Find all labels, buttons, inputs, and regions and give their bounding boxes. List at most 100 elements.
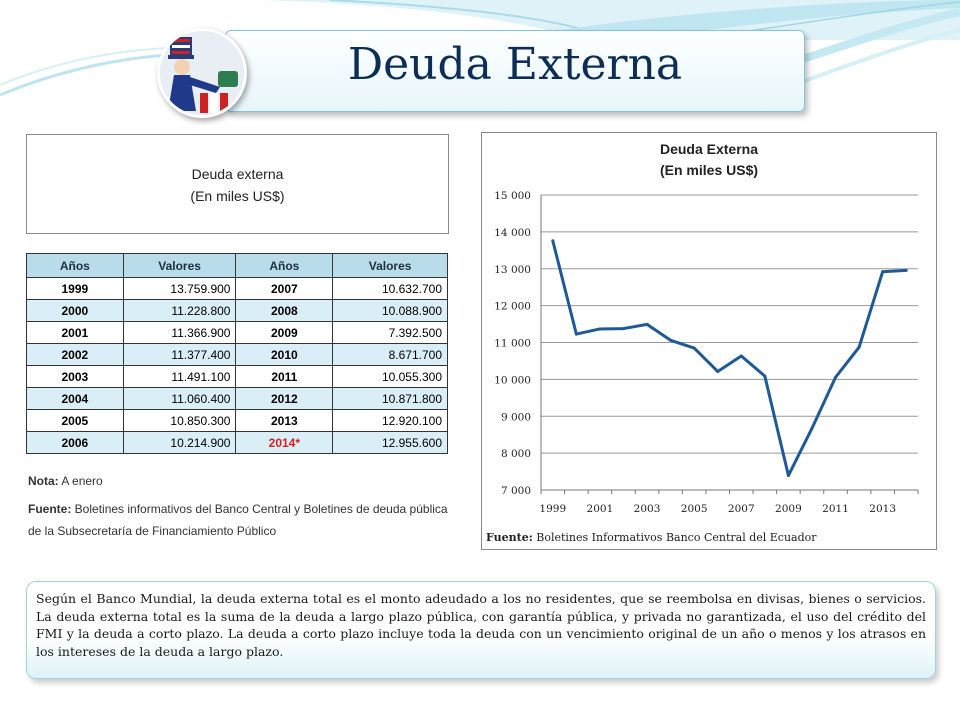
table-note: Nota: A enero (28, 474, 103, 488)
data-point (834, 375, 838, 379)
y-tick-label: 13 000 (494, 264, 531, 276)
value-cell: 10.055.300 (332, 365, 448, 388)
chart-source-label: Fuente: (486, 531, 533, 544)
table-row: 2002 11.377.400 2010 8.671.700 (26, 343, 448, 366)
y-tick-label: 7 000 (501, 485, 531, 497)
year-cell: 2003 (26, 365, 124, 388)
x-tick-label: 1999 (539, 503, 566, 515)
header-values-1: Valores (122, 253, 237, 278)
value-cell: 13.759.900 (122, 277, 237, 300)
data-point (716, 369, 720, 373)
value-cell: 10.088.900 (332, 299, 448, 322)
data-point (551, 239, 555, 243)
y-tick-label: 8 000 (501, 448, 531, 460)
header-years-2: Años (235, 253, 334, 278)
table-row: 1999 13.759.900 2007 10.632.700 (26, 277, 448, 300)
value-cell: 8.671.700 (332, 343, 448, 366)
chart-source: Fuente: Boletines Informativos Banco Cen… (486, 531, 817, 544)
year-cell: 2007 (235, 277, 334, 300)
y-tick-label: 12 000 (494, 301, 531, 313)
source-label: Fuente: (28, 502, 72, 516)
table-title: Deuda externa (191, 166, 284, 182)
header-values-2: Valores (332, 253, 448, 278)
note-label: Nota: (28, 474, 59, 488)
data-point (739, 354, 743, 358)
x-tick-label: 2005 (681, 503, 708, 515)
y-tick-label: 15 000 (494, 190, 531, 202)
year-cell-provisional: 2014* (235, 431, 334, 454)
value-cell: 11.377.400 (122, 343, 237, 366)
value-cell: 11.491.100 (122, 365, 237, 388)
x-tick-label: 2013 (869, 503, 896, 515)
value-cell: 12.920.100 (332, 409, 448, 432)
year-cell: 2012 (235, 387, 334, 410)
source-text: Boletines informativos del Banco Central… (28, 502, 448, 538)
slide-title: Deuda Externa (347, 39, 683, 90)
year-cell: 2013 (235, 409, 334, 432)
value-cell: 10.850.300 (122, 409, 237, 432)
debt-table: Años Valores Años Valores 1999 13.759.90… (26, 253, 448, 454)
data-point (598, 327, 602, 331)
value-cell: 12.955.600 (332, 431, 448, 454)
value-cell: 10.632.700 (332, 277, 448, 300)
data-point (786, 474, 790, 478)
data-point (810, 426, 814, 430)
x-tick-label: 2011 (822, 503, 849, 515)
year-cell: 2002 (26, 343, 124, 366)
y-tick-label: 11 000 (494, 338, 531, 350)
value-cell: 10.214.900 (122, 431, 237, 454)
data-point (763, 374, 767, 378)
data-point (645, 322, 649, 326)
value-cell: 10.871.800 (332, 387, 448, 410)
header-years-1: Años (26, 253, 124, 278)
data-point (881, 270, 885, 274)
table-row: 2005 10.850.300 2013 12.920.100 (26, 409, 448, 432)
table-row: 2004 11.060.400 2012 10.871.800 (26, 387, 448, 410)
data-point (574, 332, 578, 336)
value-cell: 11.060.400 (122, 387, 237, 410)
data-point (857, 345, 861, 349)
data-point (669, 338, 673, 342)
chart-title: Deuda Externa (659, 141, 759, 157)
year-cell: 2005 (26, 409, 124, 432)
year-cell: 2010 (235, 343, 334, 366)
year-cell: 2008 (235, 299, 334, 322)
data-point (692, 346, 696, 350)
chart-container: Deuda Externa (En miles US$) 15 000 14 00… (481, 132, 937, 550)
chart-source-text: Boletines Informativos Banco Central del… (532, 531, 817, 544)
y-tick-label: 9 000 (501, 411, 531, 423)
year-cell: 2011 (235, 365, 334, 388)
chart-subtitle: (En miles US$) (659, 162, 759, 178)
table-row: 2000 11.228.800 2008 10.088.900 (26, 299, 448, 322)
year-cell: 1999 (26, 277, 124, 300)
description-box: Según el Banco Mundial, la deuda externa… (26, 581, 936, 679)
data-point (904, 268, 908, 272)
line-chart: 15 000 14 000 13 000 12 000 11 000 10 000 9 00… (494, 190, 919, 515)
x-tick-label: 2001 (587, 503, 614, 515)
year-cell: 2004 (26, 387, 124, 410)
table-row: 2003 11.491.100 2011 10.055.300 (26, 365, 448, 388)
table-header-row: Años Valores Años Valores (26, 253, 448, 278)
year-cell: 2006 (26, 431, 124, 454)
year-cell: 2000 (26, 299, 124, 322)
value-cell: 11.366.900 (122, 321, 237, 344)
x-tick-label: 2007 (728, 503, 755, 515)
x-tick-label: 2003 (634, 503, 661, 515)
table-subtitle: (En miles US$) (190, 188, 285, 204)
year-cell: 2009 (235, 321, 334, 344)
year-cell: 2001 (26, 321, 124, 344)
table-source: Fuente: Boletines informativos del Banco… (28, 498, 458, 542)
x-tick-label: 2009 (775, 503, 802, 515)
data-point (621, 327, 625, 331)
value-cell: 7.392.500 (332, 321, 448, 344)
value-cell: 11.228.800 (122, 299, 237, 322)
y-tick-label: 14 000 (494, 227, 531, 239)
table-row: 2001 11.366.900 2009 7.392.500 (26, 321, 448, 344)
y-tick-label: 10 000 (494, 374, 531, 386)
note-text: A enero (58, 474, 103, 488)
series-line (551, 240, 907, 478)
table-row: 2006 10.214.900 2014* 12.955.600 (26, 431, 448, 454)
uncle-sam-logo-icon (157, 28, 247, 118)
table-title-box: Deuda externa (En miles US$) (26, 134, 449, 234)
title-banner: Deuda Externa (225, 30, 805, 112)
